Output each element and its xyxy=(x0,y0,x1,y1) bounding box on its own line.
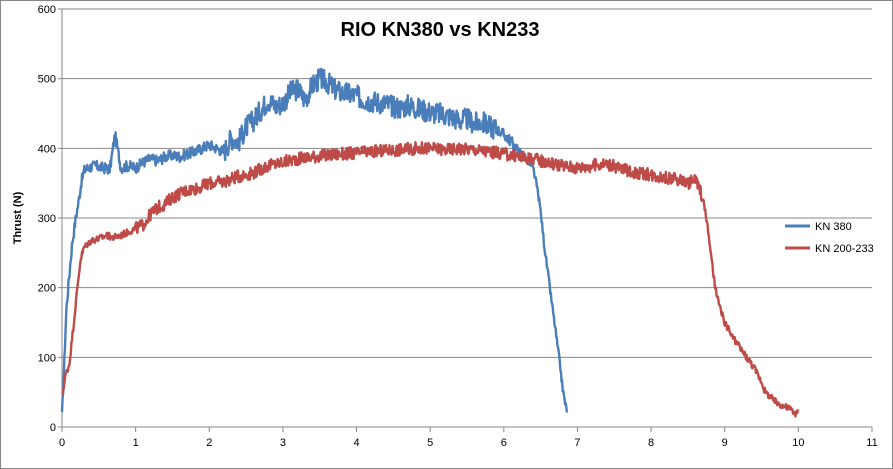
y-tick-label: 500 xyxy=(38,74,56,86)
series-line-1 xyxy=(60,67,569,413)
x-tick-label: 3 xyxy=(280,437,286,449)
x-tick-label: 6 xyxy=(501,437,507,449)
y-tick-label: 300 xyxy=(38,213,56,225)
chart-title: RIO KN380 vs KN233 xyxy=(341,19,540,41)
y-tick-label: 0 xyxy=(50,422,56,434)
x-tick-label: 10 xyxy=(792,437,804,449)
y-axis-label: Thrust (N) xyxy=(12,191,24,244)
y-tick-label: 200 xyxy=(38,283,56,295)
x-tick-label: 2 xyxy=(206,437,212,449)
y-tick-label: 400 xyxy=(38,143,56,155)
x-tick-label: 11 xyxy=(866,437,877,449)
legend-label: KN 380 xyxy=(815,221,852,233)
x-tick-label: 8 xyxy=(648,437,654,449)
x-tick-label: 7 xyxy=(574,437,580,449)
legend: KN 380 KN 200-233 xyxy=(785,221,874,255)
y-tick-label: 100 xyxy=(38,352,56,364)
series-line-2 xyxy=(61,140,800,418)
x-tick-label: 9 xyxy=(722,437,728,449)
x-tick-label: 0 xyxy=(59,437,65,449)
y-tick-label: 600 xyxy=(38,4,56,16)
legend-label: KN 200-233 xyxy=(815,243,874,255)
x-tick-label: 1 xyxy=(133,437,139,449)
series-lines xyxy=(60,67,800,418)
x-tick-label: 5 xyxy=(427,437,433,449)
axes xyxy=(58,8,873,432)
x-tick-labels: 0 1 2 3 4 5 6 7 8 9 10 11 xyxy=(59,437,878,449)
y-tick-labels: 0 100 200 300 400 500 600 xyxy=(38,4,56,434)
x-tick-label: 4 xyxy=(353,437,359,449)
